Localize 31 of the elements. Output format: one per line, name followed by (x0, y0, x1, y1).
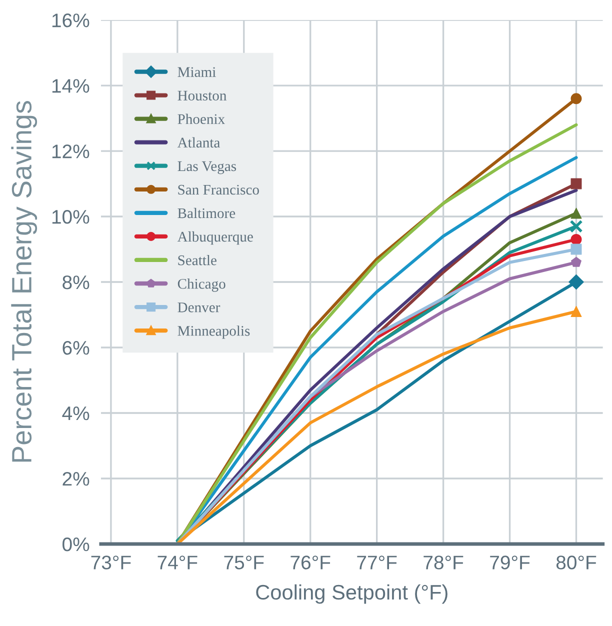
legend-label: Phoenix (178, 114, 225, 124)
x-tick-label: 77°F (357, 556, 397, 570)
legend-label: Miami (178, 67, 216, 77)
x-tick-label: 79°F (490, 556, 530, 570)
legend-label: Albuquerque (177, 231, 253, 245)
legend-label: Las Vegas (178, 161, 236, 174)
x-tick-label: 75°F (224, 556, 264, 570)
y-tick-label: 4% (62, 406, 90, 420)
legend-label: Baltimore (178, 208, 236, 218)
x-tick-label: 74°F (158, 556, 198, 570)
legend-label: Denver (178, 302, 220, 312)
y-tick-label: 2% (62, 472, 90, 486)
y-tick-label: 0% (62, 537, 90, 552)
x-tick-label: 73°F (91, 556, 131, 570)
y-tick-label: 14% (52, 79, 90, 93)
legend-label: Minneapolis (178, 326, 250, 339)
legend-label: Atlanta (177, 137, 220, 148)
x-tick-label: 76°F (290, 556, 330, 570)
y-tick-label: 12% (52, 144, 90, 158)
legend-label: San Francisco (178, 184, 259, 195)
y-axis-title: Percent Total Energy Savings (11, 101, 38, 462)
y-tick-label: 10% (52, 210, 90, 224)
legend-label: Chicago (178, 278, 226, 292)
y-tick-label: 8% (62, 275, 90, 290)
x-tick-label: 80°F (556, 556, 596, 570)
legend-label: Seattle (178, 254, 216, 266)
x-axis-title: Cooling Setpoint (°F) (256, 584, 448, 604)
legend-label: Houston (178, 90, 226, 101)
y-tick-label: 16% (52, 14, 90, 28)
x-tick-label: 78°F (424, 556, 464, 570)
y-tick-label: 6% (62, 340, 90, 355)
